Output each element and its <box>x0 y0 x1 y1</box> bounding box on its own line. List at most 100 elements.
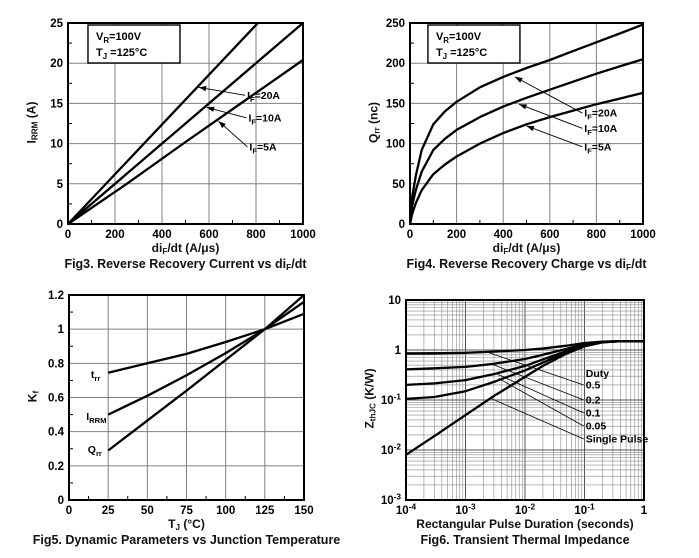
series-group <box>67 22 304 225</box>
y-tick-label: 250 <box>386 18 405 30</box>
x-tick-label: 50 <box>141 505 154 517</box>
fig4-y-axis-title: Qrr (nc) <box>366 101 382 143</box>
x-tick-label: 150 <box>294 505 313 517</box>
y-tick-label: 0.6 <box>48 393 64 405</box>
legend-item-label: 0.2 <box>586 395 601 407</box>
x-tick-label: 1000 <box>630 229 656 241</box>
y-tick-label: 10-3 <box>381 492 402 508</box>
x-tick-label: 75 <box>180 505 193 517</box>
callout-label: trr <box>91 369 100 383</box>
series-line-4 <box>405 340 644 456</box>
y-tick-label: 1 <box>58 324 65 336</box>
y-tick-label: 10 <box>388 295 401 307</box>
fig6-panel: 10-4 10-3 10-2 10-1 1 10 1 10-1 10-2 10-3 Duty 0.5 0… <box>350 268 699 558</box>
series-group <box>405 340 644 456</box>
x-tick-label: 0 <box>407 229 413 241</box>
legend-leader <box>498 378 584 427</box>
callout-label: IF=5A <box>249 141 277 155</box>
x-tick-label: 1 <box>641 505 648 517</box>
legend-item-label: 0.5 <box>586 380 601 392</box>
legend-leader <box>491 363 584 401</box>
series-line-2 <box>409 91 644 225</box>
y-tick-label: 150 <box>386 98 405 110</box>
callout-label: Qrr <box>88 444 102 458</box>
legend-item-label: 0.05 <box>586 421 607 433</box>
conditions-box <box>87 24 181 64</box>
callout-leader <box>514 76 583 114</box>
y-tick-label: 20 <box>50 58 63 70</box>
series-line-0 <box>409 23 644 225</box>
fig3-plot-svg: 0 200 400 600 800 1000 0 5 10 15 20 25 IF=20A IF=10A I… <box>50 18 316 241</box>
x-tick-label: 10-2 <box>515 502 536 518</box>
x-tick-label: 800 <box>246 229 265 241</box>
fig6-x-axis-title: Rectangular Pulse Duration (seconds) <box>416 517 634 531</box>
fig6-y-axis-title: ZthJC (K/W) <box>362 368 378 429</box>
fig6-caption: Fig6. Transient Thermal Impedance <box>420 533 630 547</box>
y-tick-label: 0 <box>58 495 64 507</box>
condition-text: TJ =125°C <box>436 47 487 61</box>
conditions-box <box>427 24 521 64</box>
series-group <box>107 294 305 452</box>
fig3-caption: Fig3. Reverse Recovery Current vs diF/dt <box>64 257 307 273</box>
x-tick-label: 10-1 <box>574 502 595 518</box>
callout-arrowhead <box>519 104 528 110</box>
callout-label: IF=20A <box>247 90 280 104</box>
grid <box>406 300 644 500</box>
callout-arrowhead <box>218 121 226 129</box>
callout-label: IF=10A <box>584 123 617 137</box>
plot-border <box>67 22 304 225</box>
fig5-y-axis-title: Kf <box>25 390 41 402</box>
plot-border <box>409 22 644 225</box>
series-line-2 <box>107 294 305 452</box>
y-tick-label: 0 <box>399 219 405 231</box>
y-tick-label: 0.2 <box>48 461 64 473</box>
x-tick-label: 600 <box>540 229 559 241</box>
y-tick-label: 0 <box>57 219 63 231</box>
y-tick-label: 50 <box>392 179 405 191</box>
series-group <box>409 23 644 225</box>
y-tick-label: 100 <box>386 139 405 151</box>
callout-label: IRRM <box>86 411 106 425</box>
x-tick-label: 800 <box>587 229 606 241</box>
fig4-plot-svg: 0 200 400 600 800 1000050100150200250IF=20AIF… <box>386 18 656 241</box>
grid <box>69 295 304 500</box>
y-tick-label: 1 <box>395 345 402 357</box>
callout-label: IF=20A <box>584 108 617 122</box>
condition-text: VR=100V <box>96 31 142 45</box>
series-line-0 <box>67 22 259 225</box>
series-line-1 <box>409 58 644 225</box>
y-tick-label: 10-2 <box>381 442 402 458</box>
plot-border <box>405 299 645 501</box>
y-tick-label: 0.4 <box>48 427 65 439</box>
callout-leader <box>518 103 583 129</box>
callout-label: IF=5A <box>584 141 612 155</box>
fig5-caption: Fig5. Dynamic Parameters vs Junction Tem… <box>32 533 341 547</box>
fig6-plot-svg: 10-4 10-3 10-2 10-1 110110-110-210-3Duty0.50… <box>381 295 649 518</box>
callout-label: IF=10A <box>248 112 281 126</box>
y-tick-label: 10 <box>50 139 63 151</box>
x-tick-label: 100 <box>216 505 235 517</box>
x-tick-label: 600 <box>199 229 218 241</box>
y-tick-label: 1.2 <box>48 290 64 302</box>
callout-arrowhead <box>198 85 207 92</box>
x-tick-label: 10-4 <box>396 502 417 518</box>
fig5-panel: 0 25 50 75 100 125 150 0 0.2 0.4 0.6 0.8 1 1.2 trr IRRM… <box>0 268 350 558</box>
y-tick-label: 200 <box>386 58 405 70</box>
x-tick-label: 10-3 <box>455 502 476 518</box>
legend-title: Duty <box>586 368 609 380</box>
fig3-y-axis-title: IRRM (A) <box>24 101 40 143</box>
series-line-0 <box>107 312 305 374</box>
x-tick-label: 0 <box>66 505 72 517</box>
y-tick-label: 15 <box>50 98 63 110</box>
fig5-plot-svg: 0 25 50 75 100 125 150 0 0.2 0.4 0.6 0.8 1 1.2 trr IRRM… <box>48 290 314 517</box>
callout-arrowhead <box>514 76 523 83</box>
plot-border <box>68 294 305 501</box>
x-tick-label: 400 <box>152 229 171 241</box>
condition-text: VR=100V <box>436 31 482 45</box>
series-line-2 <box>67 59 304 225</box>
x-tick-label: 0 <box>65 229 71 241</box>
callout-leader <box>198 86 246 96</box>
callout-leader <box>526 125 583 148</box>
y-tick-label: 0.8 <box>48 358 65 370</box>
fig3-x-axis-title: diF/dt (A/μs) <box>151 241 220 256</box>
